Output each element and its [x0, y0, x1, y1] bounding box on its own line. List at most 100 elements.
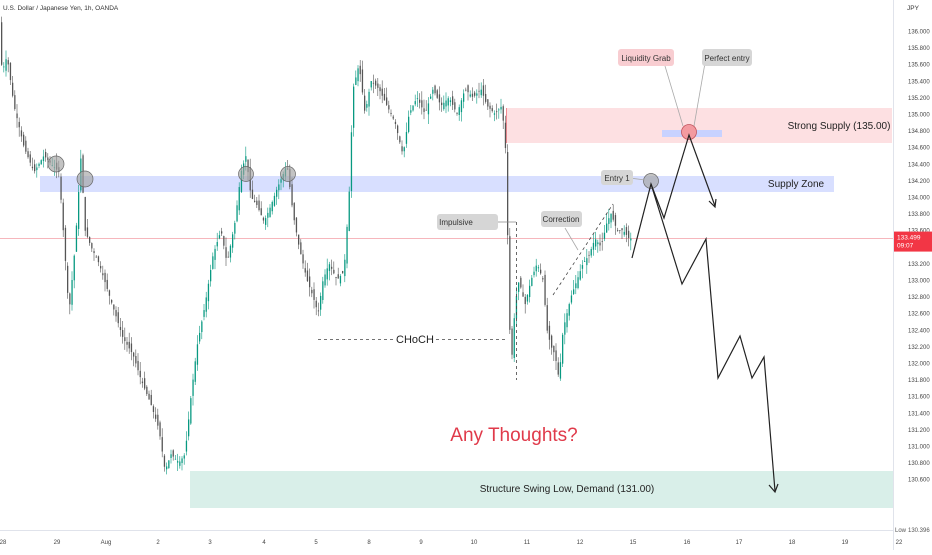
price-badge-value: 133.499 [897, 235, 921, 242]
candle-body [177, 461, 179, 463]
candle-body [133, 352, 135, 357]
candle-body [161, 437, 163, 452]
candle-body [7, 60, 9, 65]
entry1-callout[interactable] [601, 170, 633, 185]
candle-body [564, 322, 566, 335]
candle-body [617, 230, 619, 231]
currency-label: JPY [907, 5, 920, 12]
candle-body [542, 278, 544, 280]
time-tick-label: 12 [577, 540, 584, 546]
price-tick-label: 135.200 [908, 96, 930, 102]
candle-body [276, 189, 278, 197]
candle-body [111, 299, 113, 303]
price-tick-label: 134.600 [908, 146, 930, 152]
candle-body [397, 125, 399, 134]
price-badge: 133.499 09:07 [894, 231, 932, 252]
liquidity-grab-callout[interactable] [618, 49, 674, 66]
candle-body [20, 130, 23, 137]
candle-body [405, 131, 408, 144]
candle-body [372, 82, 375, 84]
candle-body [1, 22, 3, 65]
candle-body [212, 256, 214, 269]
candle-body [518, 282, 520, 292]
candle-body [606, 223, 608, 233]
candle-body [9, 62, 12, 81]
liquidity-grab-pointer [664, 65, 684, 127]
candle-body [392, 116, 394, 119]
candle-body [414, 101, 416, 105]
perfect-entry-pointer [693, 62, 706, 127]
candle-body [590, 249, 592, 256]
impulsive-callout[interactable] [437, 214, 498, 230]
candle-body [326, 268, 328, 280]
price-axis[interactable]: 136.000 135.800 135.600 135.400 135.200 135.0… [908, 30, 930, 484]
candle-body [304, 268, 306, 273]
candle-body [403, 147, 405, 152]
candle-body [375, 80, 377, 86]
price-tick-label: 134.200 [908, 179, 930, 185]
candle-body [573, 289, 575, 295]
candle-body [214, 248, 216, 260]
time-tick-label: 19 [842, 540, 849, 546]
candle-body [353, 86, 355, 128]
candle-body [106, 279, 108, 289]
candle-body [130, 343, 133, 353]
candle-body [557, 362, 559, 375]
supply-zone-label: Supply Zone [768, 179, 825, 190]
price-badge-box [894, 231, 932, 252]
candle-body [491, 108, 493, 112]
time-tick-label: 18 [789, 540, 796, 546]
candle-body [146, 386, 148, 395]
candle-body [452, 96, 454, 105]
candle-body [383, 93, 386, 101]
time-tick-label: 28 [0, 540, 7, 546]
price-tick-label: 136.000 [908, 30, 930, 36]
liquidity-grab-label: Liquidity Grab [621, 54, 671, 63]
candle-body [412, 105, 414, 111]
candle-body [335, 277, 337, 278]
candle-body [36, 167, 38, 171]
plot-area[interactable] [0, 0, 893, 530]
candle-body [623, 231, 625, 235]
projection-path-down [650, 183, 776, 492]
price-tick-label: 134.800 [908, 129, 930, 135]
candle-body [115, 310, 117, 317]
candle-body [179, 461, 181, 466]
candle-body [513, 318, 515, 358]
candle-body [62, 202, 64, 231]
candle-body [410, 110, 412, 113]
candle-body [355, 77, 357, 85]
candle-body [509, 236, 511, 330]
price-tick-label: 133.200 [908, 262, 930, 268]
candle-body [238, 187, 240, 211]
correction-callout[interactable] [541, 211, 582, 227]
arrowhead-1 [708, 198, 717, 209]
candle-body [421, 100, 423, 108]
candle-body [207, 283, 210, 302]
candle-body [256, 200, 258, 206]
candle-body [368, 91, 370, 107]
choch-label: CHoCH [396, 334, 434, 346]
candle-body [537, 267, 540, 269]
candle-body [93, 251, 95, 254]
candle-body [482, 85, 485, 96]
candle-body [524, 296, 526, 305]
candle-body [139, 370, 141, 378]
time-tick-label: 16 [684, 540, 691, 546]
candle-body [27, 151, 29, 158]
time-axis[interactable]: 28 29 Aug 2 3 4 5 8 9 10 11 12 15 16 17 18 19 22 [0, 540, 903, 546]
time-tick-label: 29 [54, 540, 61, 546]
candle-body [625, 227, 628, 235]
candle-body [504, 122, 507, 149]
time-tick-label: 17 [736, 540, 743, 546]
perfect-entry-callout[interactable] [702, 49, 752, 66]
candle-body [401, 146, 403, 152]
candle-body [333, 269, 335, 274]
candle-body [251, 189, 254, 199]
candle-body [487, 99, 489, 107]
price-tick-label: 135.800 [908, 46, 930, 52]
candle-body [478, 90, 480, 92]
candle-body [245, 156, 247, 162]
candle-body [399, 136, 401, 143]
candle-body [443, 102, 445, 110]
